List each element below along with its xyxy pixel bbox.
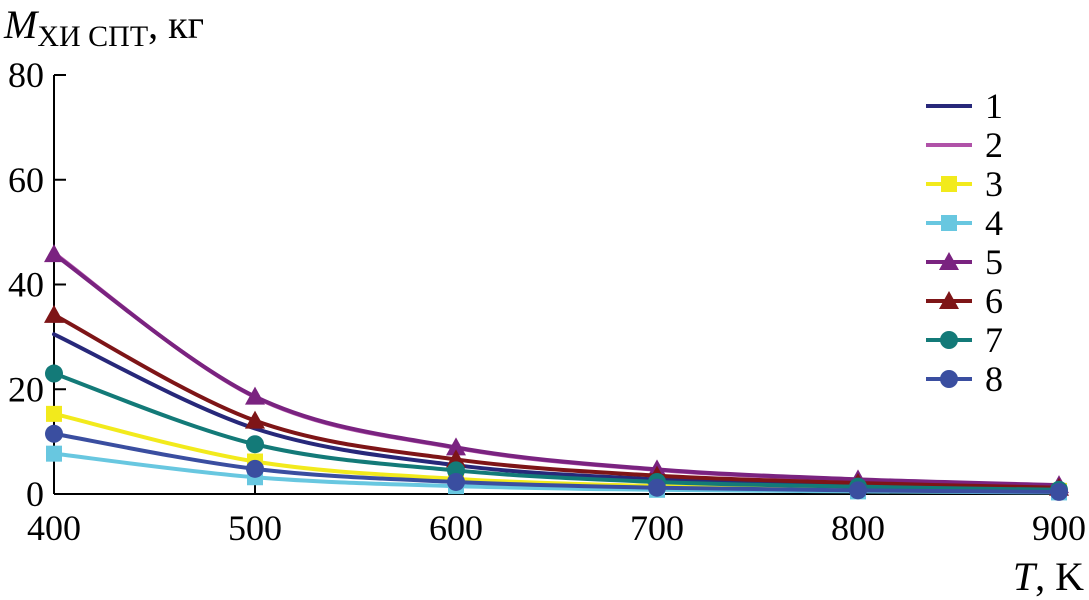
point-8-500 <box>246 459 264 478</box>
series-group <box>44 244 1069 501</box>
legend-label-4: 4 <box>985 203 1003 243</box>
legend-marker-4 <box>941 215 957 231</box>
y-tick-label-60: 60 <box>8 160 44 200</box>
legend-label-8: 8 <box>985 359 1003 399</box>
legend-item-1: 1 <box>926 86 1003 126</box>
series-line-5 <box>52 252 1061 488</box>
x-ticks: 400 500 600 700 800 900 <box>27 482 1086 548</box>
x-axis-title: T, K <box>1013 554 1084 599</box>
series-line-1 <box>52 332 1061 491</box>
legend-item-6: 6 <box>926 281 1003 321</box>
point-8-700 <box>648 478 666 497</box>
point-8-400 <box>45 424 63 443</box>
legend-label-7: 7 <box>985 320 1003 360</box>
x-axis-unit: , K <box>1035 554 1084 599</box>
legend-item-8: 8 <box>926 359 1003 399</box>
legend-item-4: 4 <box>926 203 1003 243</box>
legend-label-3: 3 <box>985 164 1003 204</box>
series-7 <box>45 364 1068 499</box>
point-8-900 <box>1050 482 1068 501</box>
point-8-800 <box>849 481 867 500</box>
y-tick-label-80: 80 <box>8 55 44 95</box>
point-5-600 <box>446 437 466 456</box>
legend-marker-5 <box>939 252 959 270</box>
point-6-600 <box>446 449 466 468</box>
y-axis-subscript: ХИ СПТ <box>37 20 148 53</box>
point-5-500 <box>245 386 265 405</box>
series-line-7 <box>52 371 1061 492</box>
y-axis-unit: , кг <box>148 2 204 47</box>
legend-marker-3 <box>941 176 957 192</box>
point-7-500 <box>246 435 264 454</box>
x-tick-label-400: 400 <box>27 508 81 548</box>
series-6 <box>44 304 1069 496</box>
point-6-500 <box>245 410 265 429</box>
x-axis-symbol: T <box>1013 554 1038 599</box>
point-5-400 <box>44 244 64 263</box>
legend-label-1: 1 <box>985 86 1003 126</box>
legend-marker-7 <box>940 331 958 349</box>
series-line-6 <box>52 312 1061 490</box>
x-tick-label-900: 900 <box>1032 508 1086 548</box>
y-axis-symbol: M <box>3 2 40 47</box>
series-8 <box>45 424 1068 501</box>
point-4-400 <box>46 445 62 462</box>
y-tick-label-0: 0 <box>26 474 44 514</box>
series-line-8 <box>52 431 1061 494</box>
legend-label-6: 6 <box>985 281 1003 321</box>
legend-item-7: 7 <box>926 320 1003 360</box>
x-tick-label-500: 500 <box>228 508 282 548</box>
y-tick-label-40: 40 <box>8 265 44 305</box>
legend-marker-6 <box>939 291 959 309</box>
legend-item-3: 3 <box>926 164 1003 204</box>
x-tick-label-600: 600 <box>429 508 483 548</box>
point-7-400 <box>45 364 63 383</box>
legend-item-5: 5 <box>926 242 1003 282</box>
point-8-600 <box>447 472 465 491</box>
x-tick-label-700: 700 <box>630 508 684 548</box>
point-3-400 <box>46 405 62 422</box>
legend-item-2: 2 <box>926 125 1003 165</box>
point-6-400 <box>44 304 64 323</box>
legend-label-2: 2 <box>985 125 1003 165</box>
series-1 <box>52 332 1061 491</box>
series-5 <box>44 244 1069 494</box>
legend-marker-8 <box>940 370 958 388</box>
x-tick-label-800: 800 <box>831 508 885 548</box>
y-axis-title: MХИ СПТ, кг <box>3 2 204 53</box>
y-tick-label-20: 20 <box>8 369 44 409</box>
y-ticks: 0 20 40 60 80 <box>8 55 66 514</box>
legend-label-5: 5 <box>985 242 1003 282</box>
